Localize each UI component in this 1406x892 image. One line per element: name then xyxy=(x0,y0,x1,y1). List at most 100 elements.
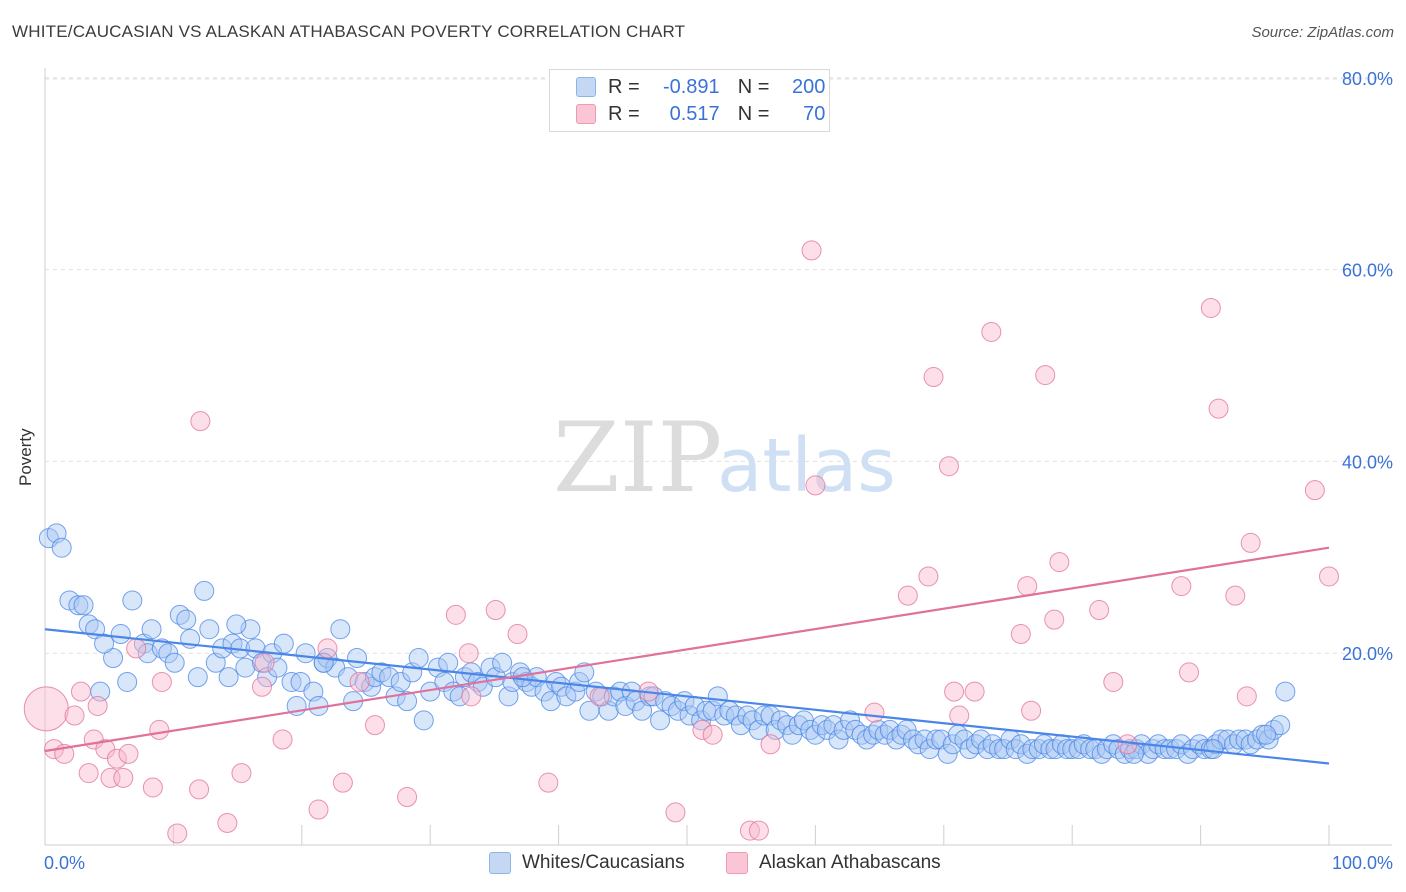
athabascan-point xyxy=(445,604,466,625)
athabascan-point xyxy=(317,638,338,659)
watermark-atlas: atlas xyxy=(717,423,896,509)
legend-item-whites: Whites/Caucasians xyxy=(489,852,685,874)
athabascan-point xyxy=(760,734,781,755)
white-point xyxy=(1203,739,1224,760)
athabascan-point xyxy=(64,705,85,726)
white-point xyxy=(218,667,239,688)
athabascan-point xyxy=(1021,700,1042,721)
athabascan-point xyxy=(1171,576,1192,597)
white-point xyxy=(1229,729,1250,750)
athabascan-point xyxy=(397,787,418,808)
athabascan-point xyxy=(126,638,147,659)
white-point xyxy=(725,705,746,726)
source-text: Source: ZipAtlas.com xyxy=(1251,24,1394,41)
athabascan-point xyxy=(1017,576,1038,597)
athabascan-point xyxy=(1049,552,1070,573)
legend-swatch-whites xyxy=(489,852,511,874)
white-point xyxy=(397,691,418,712)
athabascan-point xyxy=(918,566,939,587)
athabascan-point xyxy=(507,624,528,645)
athabascan-point xyxy=(1117,734,1138,755)
white-point xyxy=(480,657,501,678)
white-point xyxy=(194,580,215,601)
legend-label-whites: Whites/Caucasians xyxy=(522,852,685,873)
athabascan-point xyxy=(692,719,713,740)
legend-item-athabascans: Alaskan Athabascans xyxy=(726,852,941,874)
legend-n-value: 200 xyxy=(792,75,826,98)
legend-top: R = -0.891 N = 200 R = 0.517 N = 70 xyxy=(549,69,830,132)
athabascan-point xyxy=(801,240,822,261)
white-point xyxy=(1057,739,1078,760)
y-tick-label: 20.0% xyxy=(1342,644,1393,664)
athabascan-point xyxy=(106,748,127,769)
white-point xyxy=(492,652,513,673)
athabascan-point xyxy=(332,772,353,793)
y-tick-label: 80.0% xyxy=(1342,69,1393,89)
athabascan-point xyxy=(1200,297,1221,318)
athabascan-point xyxy=(1035,365,1056,386)
athabascan-point xyxy=(251,676,272,697)
athabascan-point xyxy=(964,681,985,702)
athabascan-point xyxy=(944,681,965,702)
legend-n-label: N = xyxy=(737,75,770,98)
athabascan-point xyxy=(1240,532,1261,553)
white-point xyxy=(668,700,689,721)
white-point xyxy=(914,729,935,750)
athabascan-point xyxy=(1089,600,1110,621)
athabascan-point xyxy=(23,686,69,732)
white-point xyxy=(94,633,115,654)
legend-r-label: R = xyxy=(608,102,640,125)
white-trend-line xyxy=(44,628,1330,765)
athabascan-point xyxy=(665,802,686,823)
grid-layer xyxy=(45,77,1392,654)
white-point xyxy=(540,691,561,712)
athabascan-point xyxy=(864,702,885,723)
white-point xyxy=(1123,743,1144,764)
athabascan-point xyxy=(1179,662,1200,683)
athabascan-point xyxy=(923,367,944,388)
white-point xyxy=(879,719,900,740)
athabascan-point xyxy=(254,652,275,673)
axes-layer xyxy=(44,68,1392,846)
athabascan-point xyxy=(1010,624,1031,645)
athabascan-point xyxy=(189,779,210,800)
white-point xyxy=(954,729,975,750)
white-point xyxy=(650,710,671,731)
athabascan-point xyxy=(1304,480,1325,501)
athabascan-point xyxy=(1319,566,1339,587)
white-point xyxy=(805,724,826,745)
athabascan-point xyxy=(805,475,826,496)
white-point xyxy=(994,739,1015,760)
athabascan-point xyxy=(949,705,970,726)
x-tick-label: 100.0% xyxy=(1332,853,1393,873)
white-point xyxy=(68,595,89,616)
white-point xyxy=(1022,739,1043,760)
athabascan-point xyxy=(458,643,479,664)
white-point xyxy=(1256,724,1277,745)
athabascan-point xyxy=(272,729,293,750)
legend-n-label: N = xyxy=(737,102,770,125)
athabascan-point xyxy=(461,686,482,707)
white-point xyxy=(103,648,124,668)
white-point xyxy=(267,657,288,678)
white-point xyxy=(226,614,247,635)
athabascan-point xyxy=(1225,585,1246,606)
white-point xyxy=(449,686,470,707)
athabascan-point xyxy=(78,763,99,784)
legend-swatch-athabascans xyxy=(726,852,748,874)
legend-bottom: Whites/Caucasians Alaskan Athabascans xyxy=(0,852,1406,876)
athabascan-point xyxy=(739,820,760,841)
y-axis-label: Poverty xyxy=(16,428,35,486)
athabascan-point xyxy=(113,767,134,788)
tick-labels: 20.0% 40.0% 60.0% 80.0% 0.0% 100.0% xyxy=(44,69,1393,873)
white-point xyxy=(187,667,208,688)
athabascan-point xyxy=(938,456,959,477)
white-point xyxy=(347,648,368,668)
white-point xyxy=(235,657,256,678)
athabascan-point xyxy=(167,823,188,844)
white-point xyxy=(122,590,143,611)
legend-r-value: -0.891 xyxy=(662,75,720,98)
white-point xyxy=(141,619,162,640)
white-point xyxy=(110,624,131,645)
